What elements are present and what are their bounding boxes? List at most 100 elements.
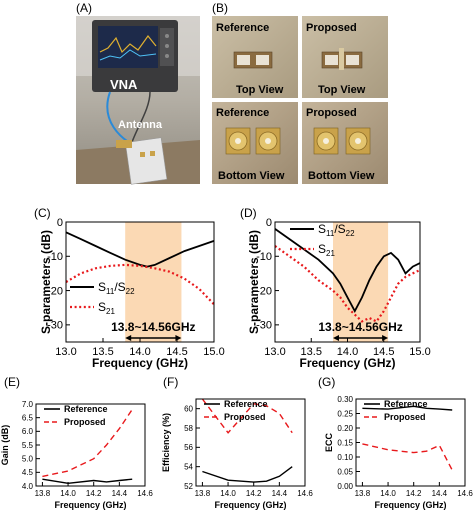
x-tick-label: 14.5	[166, 346, 187, 358]
series-line-s21	[65, 263, 215, 306]
y-tick-label: 4.5	[22, 468, 34, 477]
chart-e: (E) 13.8 14.0 14.2 14.4 14.6 4.0 4.5 5.0 5.5 6.0 6.…	[0, 375, 153, 510]
photo-b-reference-bottom-title: Reference	[216, 107, 269, 119]
legend-text-slash: /S	[334, 222, 345, 236]
legend-label-s11: S11/S22	[98, 280, 135, 296]
legend-text-s21: S	[98, 300, 106, 314]
vna-screen	[98, 26, 158, 68]
x-tick-label: 13.8	[355, 489, 371, 498]
x-tick-label: 14.5	[373, 346, 394, 358]
chart-g: (G) 13.8 14.0 14.2 14.4 14.6 0.00 0.05 0.10 0.15 0…	[318, 375, 473, 510]
y-tick-label: 5.5	[22, 441, 34, 450]
y-tick-label: 0.20	[337, 424, 353, 433]
panel-label-d: (D)	[240, 206, 257, 220]
legend-text-s21sub: 21	[326, 249, 335, 258]
photo-b-proposed-bottom-title: Proposed	[306, 107, 357, 119]
x-tick-label: 14.0	[129, 346, 150, 358]
legend-text-s21sub: 21	[106, 307, 115, 316]
y-tick-label: 56	[184, 443, 193, 452]
y-tick-label: 0.30	[337, 395, 353, 404]
x-tick-label: 14.6	[457, 489, 473, 498]
y-tick-label: 0.00	[337, 482, 353, 491]
y-axis-label: ECC	[324, 433, 334, 453]
frequency-band	[125, 222, 182, 342]
band-label: 13.8~14.56GHz	[318, 320, 402, 334]
x-tick-label: 14.0	[337, 346, 358, 358]
legend-text-s22sub: 22	[126, 287, 135, 296]
legend-label-reference: Reference	[64, 404, 108, 414]
y-tick-label: 0.25	[337, 409, 353, 418]
panel-label-b: (B)	[212, 1, 228, 15]
x-tick-label: 14.2	[86, 489, 102, 498]
legend-text-s21: S	[318, 242, 326, 256]
x-tick-label: 13.8	[35, 489, 51, 498]
y-tick-label: -30	[256, 320, 272, 332]
legend-label-s11: S11/S22	[318, 222, 355, 238]
x-axis-label: Frequency (GHz)	[92, 356, 188, 370]
y-tick-label: -20	[256, 285, 272, 297]
x-tick-label: 13.0	[55, 346, 76, 358]
legend-label-proposed: Proposed	[224, 412, 266, 422]
y-tick-label: 7.0	[22, 400, 34, 409]
panel-label-a: (A)	[76, 1, 92, 15]
x-axis-label: Frequency (GHz)	[214, 500, 286, 510]
y-tick-label: 4.0	[22, 482, 34, 491]
y-tick-label: 0	[57, 217, 63, 229]
x-tick-label: 13.5	[92, 346, 113, 358]
x-tick-label: 14.6	[297, 489, 313, 498]
y-axis-label: Efficiency (%)	[161, 413, 171, 472]
x-tick-label: 14.4	[432, 489, 448, 498]
legend-text-s11: S	[318, 222, 326, 236]
y-axis-label: S-parameters (dB)	[39, 230, 53, 334]
photo-b-proposed-bottom-view: Bottom View	[308, 170, 375, 182]
series-line-s21	[274, 245, 421, 323]
legend-text-s11sub: 11	[326, 229, 335, 238]
y-tick-label: 0.10	[337, 453, 353, 462]
legend-text-s11: S	[98, 280, 106, 294]
connector-pair	[313, 127, 371, 155]
x-axis-label: Frequency (GHz)	[374, 500, 446, 510]
chart-c: (C) 13.0 13.5 14.0 14.5 15.0 -30 -20 -10 0 Frequen…	[34, 206, 225, 370]
plot-frame	[195, 398, 306, 487]
photo-b-reference-bottom-view: Bottom View	[218, 170, 285, 182]
x-tick-label: 13.8	[195, 489, 211, 498]
y-axis-label: S-parameters (dB)	[247, 230, 261, 334]
y-tick-label: 0.15	[337, 438, 353, 447]
frequency-band	[333, 222, 389, 342]
vna-label: VNA	[110, 77, 138, 92]
chart-d: (D) 13.0 13.5 14.0 14.5 15.0 -30 -20 -10 0 Frequen…	[240, 206, 431, 370]
legend-label-reference: Reference	[384, 399, 428, 409]
x-tick-label: 15.0	[203, 346, 224, 358]
y-tick-label: -10	[47, 251, 63, 263]
series-line-s11	[274, 228, 421, 314]
y-tick-label: 54	[184, 462, 193, 471]
y-tick-label: 52	[184, 482, 193, 491]
series-line-proposed	[42, 409, 133, 478]
series-line-reference	[202, 466, 293, 483]
panel-label-c: (C)	[34, 206, 51, 220]
panel-label-f: (F)	[163, 375, 178, 389]
y-tick-label: 6.5	[22, 413, 34, 422]
y-tick-label: -30	[47, 320, 63, 332]
band-label: 13.8~14.56GHz	[111, 320, 195, 334]
y-tick-label: 5.0	[22, 454, 34, 463]
series-line-proposed	[201, 398, 293, 434]
x-tick-label: 13.0	[264, 346, 285, 358]
y-axis-label: Gain (dB)	[0, 425, 10, 466]
legend-label-proposed: Proposed	[384, 412, 426, 422]
antenna-board	[125, 137, 168, 185]
y-tick-label: 0.05	[337, 467, 353, 476]
x-tick-label: 14.0	[60, 489, 76, 498]
photo-b-proposed-top-title: Proposed	[306, 22, 357, 34]
charts: (C) 13.0 13.5 14.0 14.5 15.0 -30 -20 -10 0 Frequen…	[0, 206, 473, 510]
x-tick-label: 14.2	[406, 489, 422, 498]
photo-b-reference-top-title: Reference	[216, 22, 269, 34]
legend-text-slash: /S	[114, 280, 125, 294]
chart-f: (F) 13.8 14.0 14.2 14.4 14.6 52 54 56 58 60 Frequen…	[161, 375, 313, 510]
x-tick-label: 14.0	[380, 489, 396, 498]
legend-text-s22sub: 22	[346, 229, 355, 238]
y-tick-label: 0	[266, 217, 272, 229]
x-tick-label: 14.2	[246, 489, 262, 498]
photo-b: (B) Reference Top View Proposed Top View…	[212, 1, 388, 184]
